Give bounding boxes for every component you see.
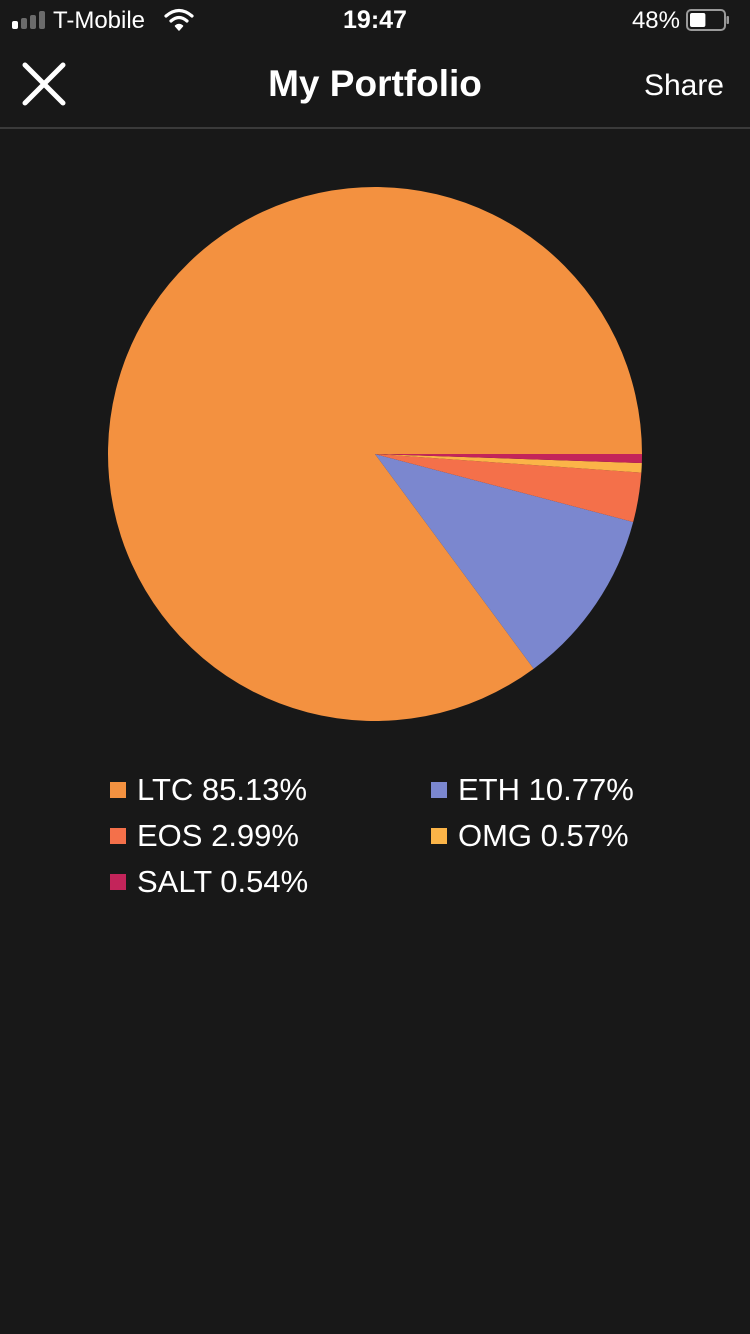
pie-slice-ltc [108,187,643,722]
status-time: 19:47 [343,6,407,34]
navigation-bar: My Portfolio Share [0,40,750,129]
share-button[interactable]: Share [643,69,724,102]
battery-icon [686,9,729,31]
pie-slice-eos [375,454,642,523]
legend-label: ETH 10.77% [458,772,634,807]
legend-swatch [110,782,126,798]
page-title: My Portfolio [268,63,482,104]
pie-slice-salt [375,454,643,464]
signal-strength-icon [12,11,46,29]
status-bar: T-Mobile 19:47 48% [0,0,750,40]
portfolio-pie-chart [108,187,643,722]
legend-swatch [110,874,126,890]
wifi-icon [164,8,194,31]
pie-slice-omg [375,454,642,473]
legend-label: OMG 0.57% [458,818,629,853]
pie-slice-eth [375,454,634,669]
legend-label: LTC 85.13% [137,772,308,807]
legend-label: SALT 0.54% [137,864,309,899]
carrier-name: T-Mobile [53,7,146,34]
legend-swatch [110,828,126,844]
battery-percentage: 48% [631,7,680,34]
legend-swatch [431,828,447,844]
close-icon[interactable] [18,58,70,110]
legend-label: EOS 2.99% [137,818,299,853]
legend-swatch [431,782,447,798]
